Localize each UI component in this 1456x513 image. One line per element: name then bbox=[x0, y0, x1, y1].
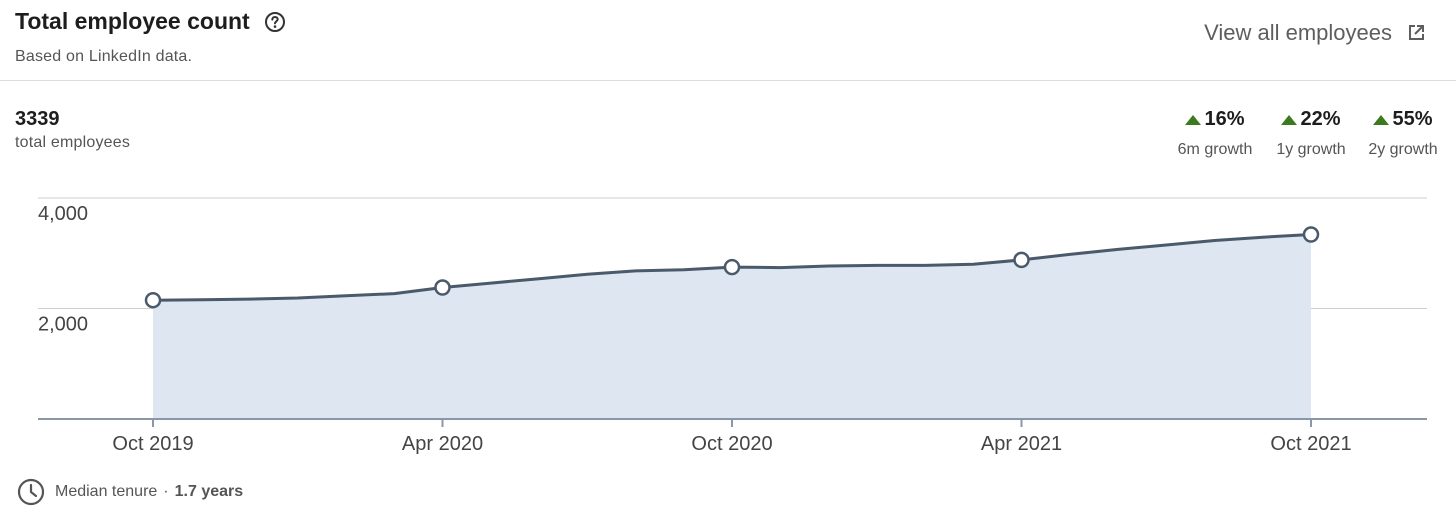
data-point-marker bbox=[1302, 226, 1320, 243]
data-point-marker bbox=[723, 258, 741, 276]
y-tick-label: 2,000 bbox=[38, 314, 88, 336]
area-fill bbox=[153, 234, 1311, 419]
view-all-employees-link[interactable]: View all employees bbox=[1204, 20, 1426, 46]
x-tick-label: Oct 2020 bbox=[691, 433, 772, 455]
view-all-label: View all employees bbox=[1204, 20, 1392, 45]
growth-1y-label: 1y growth bbox=[1276, 141, 1346, 158]
growth-1y-value: 22% bbox=[1300, 108, 1341, 130]
employee-count-chart: 2,000 4,000 Oct 2019 Apr 2020 Oct 2020 Apr 20… bbox=[38, 197, 1427, 455]
data-point-marker bbox=[144, 291, 162, 309]
growth-6m-label: 6m growth bbox=[1177, 141, 1253, 158]
growth-up-icon bbox=[1185, 114, 1202, 125]
growth-2y-label: 2y growth bbox=[1368, 141, 1438, 158]
x-tick-label: Apr 2021 bbox=[981, 433, 1062, 455]
median-tenure-label: Median tenure bbox=[55, 483, 158, 500]
growth-6m-value: 16% bbox=[1204, 108, 1245, 130]
data-point-marker bbox=[1013, 251, 1030, 269]
external-link-icon bbox=[1406, 23, 1426, 43]
clock-icon bbox=[17, 478, 45, 506]
tenure-separator: · bbox=[163, 483, 169, 500]
data-point-marker bbox=[434, 279, 451, 296]
page-subtitle: Based on LinkedIn data. bbox=[15, 48, 193, 65]
page-title: Total employee count bbox=[15, 8, 286, 35]
growth-2y-value: 55% bbox=[1392, 108, 1433, 130]
growth-2y: 55% 2y growth bbox=[1357, 108, 1449, 159]
help-icon[interactable] bbox=[264, 11, 286, 33]
x-tick-label: Oct 2019 bbox=[112, 433, 193, 455]
y-tick-label: 4,000 bbox=[38, 203, 88, 225]
total-employee-label: total employees bbox=[15, 134, 131, 151]
header-divider bbox=[0, 80, 1456, 81]
growth-6m: 16% 6m growth bbox=[1165, 108, 1265, 159]
title-text: Total employee count bbox=[15, 8, 250, 34]
median-tenure-value: 1.7 years bbox=[174, 483, 244, 500]
growth-up-icon bbox=[1373, 114, 1390, 125]
total-employee-count: 3339 bbox=[15, 108, 60, 130]
median-tenure: Median tenure · 1.7 years bbox=[17, 478, 243, 506]
x-tick-label: Apr 2020 bbox=[402, 433, 483, 455]
x-tick-label: Oct 2021 bbox=[1270, 433, 1351, 455]
growth-1y: 22% 1y growth bbox=[1265, 108, 1357, 159]
growth-up-icon bbox=[1281, 114, 1298, 125]
